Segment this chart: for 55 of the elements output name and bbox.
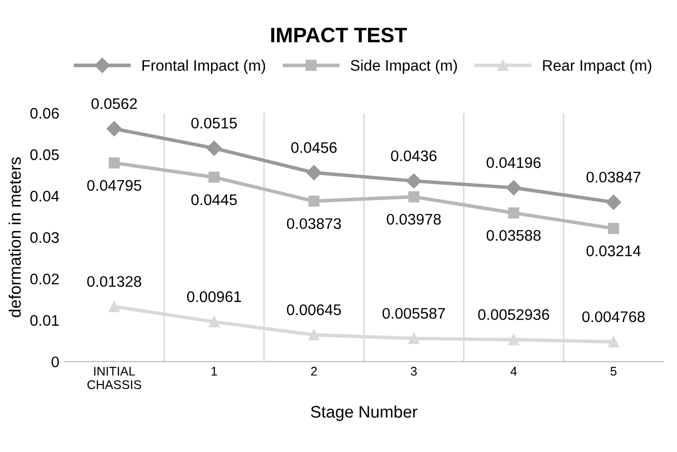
y-tick-label: 0.05 bbox=[30, 149, 59, 160]
x-axis-title: Stage Number bbox=[310, 405, 418, 422]
data-label: 0.03214 bbox=[586, 246, 641, 256]
point bbox=[608, 222, 620, 234]
point bbox=[408, 191, 420, 202]
point bbox=[508, 334, 520, 346]
y-tick-label: 0.01 bbox=[30, 315, 59, 326]
legend-label: Side Impact (m) bbox=[350, 60, 457, 74]
point bbox=[108, 301, 120, 312]
x-tick-label: 2 bbox=[311, 366, 317, 376]
data-label: 0.0052936 bbox=[478, 309, 550, 320]
x-tick-label: INITIAL CHASSIS bbox=[87, 366, 142, 390]
data-label: 0.03978 bbox=[386, 214, 441, 225]
point bbox=[408, 332, 420, 344]
y-tick-label: 0 bbox=[52, 356, 59, 368]
data-label: 0.04196 bbox=[486, 157, 541, 168]
y-tick-label: 0.03 bbox=[30, 232, 59, 243]
point bbox=[308, 329, 320, 340]
chart-title: IMPACT TEST bbox=[271, 28, 407, 42]
y-tick-label: 0.06 bbox=[30, 108, 59, 119]
y-tick-label: 0.02 bbox=[30, 274, 59, 284]
point bbox=[606, 194, 622, 210]
data-label: 0.005587 bbox=[382, 308, 445, 319]
x-tick-label: 1 bbox=[212, 366, 217, 376]
legend-label: Rear Impact (m) bbox=[543, 60, 652, 74]
legend-label: Frontal Impact (m) bbox=[142, 60, 266, 74]
data-label: 0.0445 bbox=[191, 194, 237, 206]
y-axis-title: deformation in meters bbox=[8, 157, 21, 318]
y-tick-label: 0.04 bbox=[30, 190, 60, 202]
data-label: 0.04795 bbox=[87, 180, 142, 191]
data-label: 0.004768 bbox=[582, 311, 645, 322]
point bbox=[308, 196, 320, 207]
point bbox=[208, 172, 220, 183]
point bbox=[608, 336, 620, 348]
point bbox=[508, 207, 520, 218]
point bbox=[208, 316, 220, 328]
data-label: 0.0562 bbox=[91, 98, 137, 110]
data-label: 0.03588 bbox=[486, 230, 541, 241]
point bbox=[506, 180, 522, 196]
data-label: 0.03847 bbox=[586, 172, 640, 183]
point bbox=[306, 165, 322, 180]
data-label: 0.03873 bbox=[286, 218, 341, 230]
x-tick-label: 4 bbox=[510, 366, 517, 376]
data-label: 0.0515 bbox=[191, 118, 237, 129]
data-label: 0.00961 bbox=[187, 291, 241, 302]
data-label: 0.01328 bbox=[87, 276, 142, 287]
x-tick-label: 3 bbox=[410, 366, 417, 376]
x-tick-label: 5 bbox=[610, 366, 616, 376]
data-label: 0.00645 bbox=[286, 304, 341, 316]
point bbox=[406, 173, 422, 189]
point bbox=[108, 157, 120, 168]
data-label: 0.0456 bbox=[291, 142, 337, 153]
point bbox=[206, 140, 222, 156]
data-label: 0.0436 bbox=[391, 150, 437, 162]
point bbox=[106, 121, 122, 136]
